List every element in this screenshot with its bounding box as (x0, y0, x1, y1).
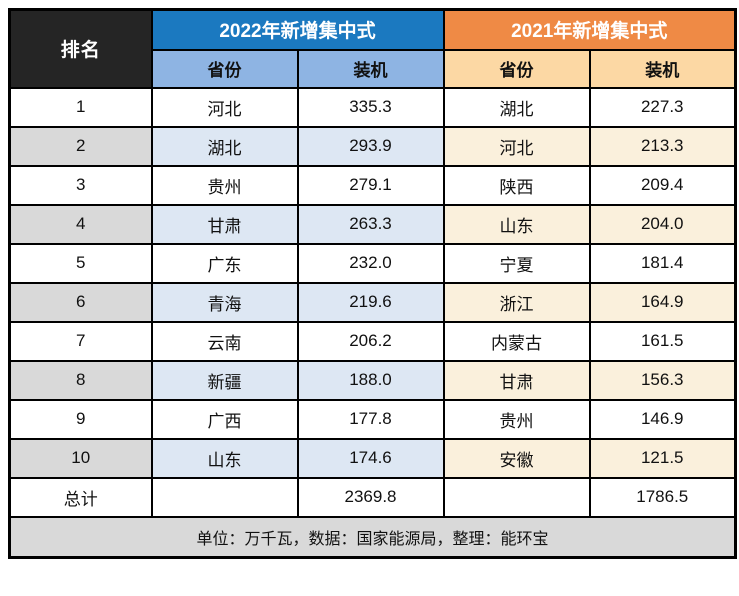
rank-cell: 6 (8, 281, 153, 323)
capacity-2022-cell: 335.3 (296, 86, 445, 128)
capacity-2022-cell: 263.3 (296, 203, 445, 245)
source-note: 单位：万千瓦，数据：国家能源局，整理：能环宝 (8, 515, 737, 559)
table-row: 6 青海 219.6 浙江 164.9 (8, 281, 737, 323)
ranking-table-card: 排名 2022年新增集中式 2021年新增集中式 省份 装机 省份 装机 1 河… (8, 8, 737, 559)
table-row: 10 山东 174.6 安徽 121.5 (8, 437, 737, 479)
province-2022-cell: 新疆 (150, 359, 299, 401)
rank-cell: 9 (8, 398, 153, 440)
capacity-2021-cell: 213.3 (588, 125, 737, 167)
province-2022-cell: 云南 (150, 320, 299, 362)
table-row: 5 广东 232.0 宁夏 181.4 (8, 242, 737, 284)
total-capacity-2022-cell: 2369.8 (296, 476, 445, 518)
province-2021-cell: 湖北 (442, 86, 591, 128)
capacity-2021-cell: 181.4 (588, 242, 737, 284)
subheader-2022-province: 省份 (150, 48, 299, 89)
subheader-2021-province: 省份 (442, 48, 591, 89)
province-2022-cell: 甘肃 (150, 203, 299, 245)
province-2022-cell: 湖北 (150, 125, 299, 167)
capacity-2021-cell: 146.9 (588, 398, 737, 440)
capacity-2022-cell: 177.8 (296, 398, 445, 440)
capacity-2021-cell: 164.9 (588, 281, 737, 323)
province-2021-cell: 贵州 (442, 398, 591, 440)
subheader-2021-capacity: 装机 (588, 48, 737, 89)
header-2021-group: 2021年新增集中式 (442, 8, 737, 51)
capacity-2022-cell: 293.9 (296, 125, 445, 167)
province-2021-cell: 甘肃 (442, 359, 591, 401)
capacity-2022-cell: 219.6 (296, 281, 445, 323)
province-2022-cell: 河北 (150, 86, 299, 128)
rank-cell: 10 (8, 437, 153, 479)
province-2022-cell: 山东 (150, 437, 299, 479)
header-2022-group: 2022年新增集中式 (150, 8, 445, 51)
province-2021-cell: 河北 (442, 125, 591, 167)
total-province-2021-cell (442, 476, 591, 518)
rank-cell: 5 (8, 242, 153, 284)
province-2022-cell: 广东 (150, 242, 299, 284)
capacity-2022-cell: 174.6 (296, 437, 445, 479)
table-row: 4 甘肃 263.3 山东 204.0 (8, 203, 737, 245)
rank-cell: 7 (8, 320, 153, 362)
rank-cell: 1 (8, 86, 153, 128)
total-province-2022-cell (150, 476, 299, 518)
capacity-2021-cell: 209.4 (588, 164, 737, 206)
subheader-2022-capacity: 装机 (296, 48, 445, 89)
header-row-subcolumns: 省份 装机 省份 装机 (10, 48, 737, 89)
province-2021-cell: 山东 (442, 203, 591, 245)
capacity-2022-cell: 279.1 (296, 164, 445, 206)
rank-cell: 2 (8, 125, 153, 167)
table-row: 2 湖北 293.9 河北 213.3 (8, 125, 737, 167)
capacity-2021-cell: 161.5 (588, 320, 737, 362)
header-row-years: 排名 2022年新增集中式 2021年新增集中式 (8, 8, 737, 89)
table-row: 8 新疆 188.0 甘肃 156.3 (8, 359, 737, 401)
province-2022-cell: 青海 (150, 281, 299, 323)
total-capacity-2021-cell: 1786.5 (588, 476, 737, 518)
province-2022-cell: 广西 (150, 398, 299, 440)
province-2021-cell: 浙江 (442, 281, 591, 323)
table-row: 3 贵州 279.1 陕西 209.4 (8, 164, 737, 206)
capacity-2021-cell: 204.0 (588, 203, 737, 245)
capacity-2022-cell: 232.0 (296, 242, 445, 284)
rank-cell: 3 (8, 164, 153, 206)
rank-cell: 8 (8, 359, 153, 401)
capacity-2021-cell: 121.5 (588, 437, 737, 479)
province-2021-cell: 安徽 (442, 437, 591, 479)
capacity-2021-cell: 156.3 (588, 359, 737, 401)
province-2021-cell: 陕西 (442, 164, 591, 206)
table-row: 7 云南 206.2 内蒙古 161.5 (8, 320, 737, 362)
rank-column-header: 排名 (8, 8, 153, 89)
province-capacity-ranking-table: 排名 2022年新增集中式 2021年新增集中式 省份 装机 省份 装机 1 河… (8, 8, 737, 559)
total-label-cell: 总计 (8, 476, 153, 518)
table-row: 1 河北 335.3 湖北 227.3 (8, 86, 737, 128)
province-2022-cell: 贵州 (150, 164, 299, 206)
province-2021-cell: 内蒙古 (442, 320, 591, 362)
rank-cell: 4 (8, 203, 153, 245)
province-2021-cell: 宁夏 (442, 242, 591, 284)
capacity-2021-cell: 227.3 (588, 86, 737, 128)
capacity-2022-cell: 206.2 (296, 320, 445, 362)
table-row: 9 广西 177.8 贵州 146.9 (8, 398, 737, 440)
total-row: 总计 2369.8 1786.5 (8, 476, 737, 518)
capacity-2022-cell: 188.0 (296, 359, 445, 401)
footer-row: 单位：万千瓦，数据：国家能源局，整理：能环宝 (8, 515, 737, 559)
